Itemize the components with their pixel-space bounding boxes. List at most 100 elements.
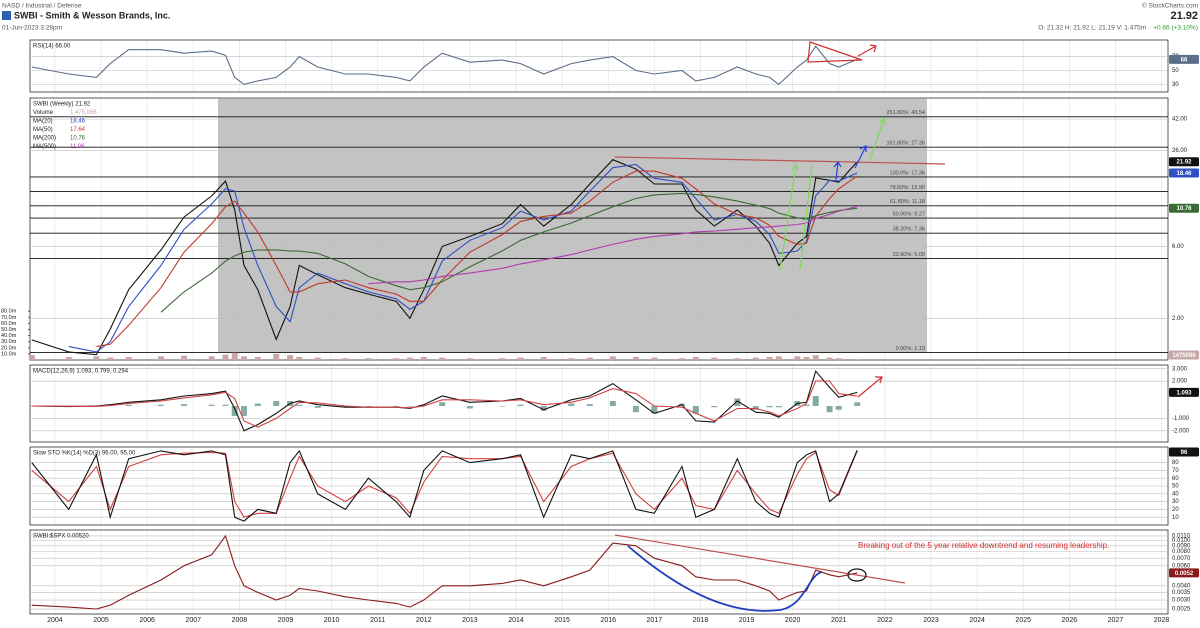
panel-title: SWBI:$SPX 0.00520 (33, 534, 89, 540)
bar (393, 405, 400, 407)
y-tick-label: 0.0040 (1172, 583, 1191, 589)
bar (752, 357, 759, 360)
bar (240, 356, 247, 360)
bar (826, 405, 833, 413)
blue-arrow (854, 145, 867, 169)
value-box (1169, 350, 1199, 360)
x-tick-label: 2020 (785, 617, 801, 624)
x-tick-label: 2008 (232, 617, 248, 624)
x-tick-label: 2013 (462, 617, 478, 624)
legend-value: 1,475,086 (70, 110, 97, 116)
fib-label: 38.20%: 7.36 (893, 227, 925, 233)
bar (296, 356, 303, 360)
bar (342, 358, 349, 360)
bar (835, 358, 842, 360)
company-name: SWBI - Smith & Wesson Brands, Inc. (14, 10, 170, 20)
y-tick-label: 0.0035 (1172, 590, 1191, 596)
date: 01-Jun-2023 3:28pm (2, 25, 62, 32)
panel (29, 529, 1169, 615)
bar (420, 356, 427, 360)
bar (125, 404, 132, 406)
x-tick-label: 2009 (278, 617, 294, 624)
y-tick-label: 0.0030 (1172, 598, 1191, 604)
y-tick-label: -1.000 (1172, 416, 1190, 422)
y2-tick-label: 60.0m (1, 321, 17, 327)
series-line (31, 159, 858, 356)
bar (222, 404, 229, 406)
bar (803, 404, 810, 406)
bar (208, 356, 215, 360)
x-tick-label: 2010 (324, 617, 340, 624)
fib-zone (218, 98, 927, 353)
bar (568, 358, 575, 360)
value-box-label: 66 (1181, 57, 1188, 63)
bar (231, 405, 238, 416)
bar (775, 405, 782, 408)
bar (231, 352, 238, 360)
y-tick-label: 50 (1172, 68, 1179, 74)
series-line (31, 45, 858, 86)
x-tick-label: 2007 (185, 617, 201, 624)
green-arrow (869, 116, 886, 161)
panel-title: MACD(12,26,9) 1.093, 0.799, 0.294 (33, 369, 129, 375)
x-tick-label: 2024 (969, 617, 985, 624)
y-tick-label: 0.0060 (1172, 563, 1191, 569)
change: +0.66 (+3.10%) (1153, 25, 1198, 32)
y-tick-label: 0.0070 (1172, 556, 1191, 562)
bar (766, 405, 773, 408)
bar (273, 401, 280, 406)
fib-label: 61.80%: 11.18 (890, 199, 925, 205)
blue-arrow (833, 160, 842, 181)
bar (711, 405, 718, 408)
series-line (160, 192, 858, 313)
bar (406, 357, 413, 360)
bar (157, 404, 164, 406)
x-tick-label: 2021 (831, 617, 847, 624)
y-tick-label: 30 (1172, 499, 1179, 505)
bar (711, 357, 718, 360)
value-box (1169, 387, 1199, 397)
x-tick-label: 2025 (1015, 617, 1031, 624)
series-line (31, 370, 858, 432)
series-line (368, 205, 858, 285)
legend-value: 17.64 (70, 127, 86, 133)
value-box (1169, 203, 1199, 213)
y2-tick-label: 40.0m (1, 333, 17, 339)
macd-arrow (857, 376, 883, 398)
bar (632, 405, 639, 413)
bar (586, 404, 593, 406)
bar (812, 355, 819, 360)
x-tick-label: 2004 (47, 617, 63, 624)
bar (406, 405, 413, 407)
bar (803, 356, 810, 360)
x-tick-label: 2012 (416, 617, 432, 624)
y-tick-label: 0.0080 (1172, 549, 1191, 555)
legend-name: MA(20) (33, 119, 53, 125)
bar (540, 356, 547, 360)
y-tick-label: 50 (1172, 484, 1179, 490)
bar (517, 404, 524, 406)
value-box (1169, 54, 1199, 64)
bar (609, 401, 616, 406)
x-tick-label: 2022 (877, 617, 893, 624)
bar (766, 356, 773, 360)
bar (734, 358, 741, 360)
bar (678, 358, 685, 360)
panel-title: SWBI (Weekly) 21.92 (33, 102, 91, 108)
y-tick-label: 70 (1172, 468, 1179, 474)
rsi-triangle (807, 41, 863, 63)
bar (254, 403, 261, 406)
series-line (31, 450, 858, 518)
bar (692, 356, 699, 360)
bar (65, 356, 72, 360)
value-box-label: 21.92 (1176, 160, 1192, 166)
bar (794, 356, 801, 360)
x-tick-label: 2016 (600, 617, 616, 624)
x-tick-label: 2011 (370, 617, 385, 624)
y2-tick-label: 80.0m (1, 309, 17, 315)
bar (466, 358, 473, 360)
value-box (1169, 157, 1199, 167)
x-tick-label: 2014 (508, 617, 524, 624)
bar (93, 356, 100, 360)
